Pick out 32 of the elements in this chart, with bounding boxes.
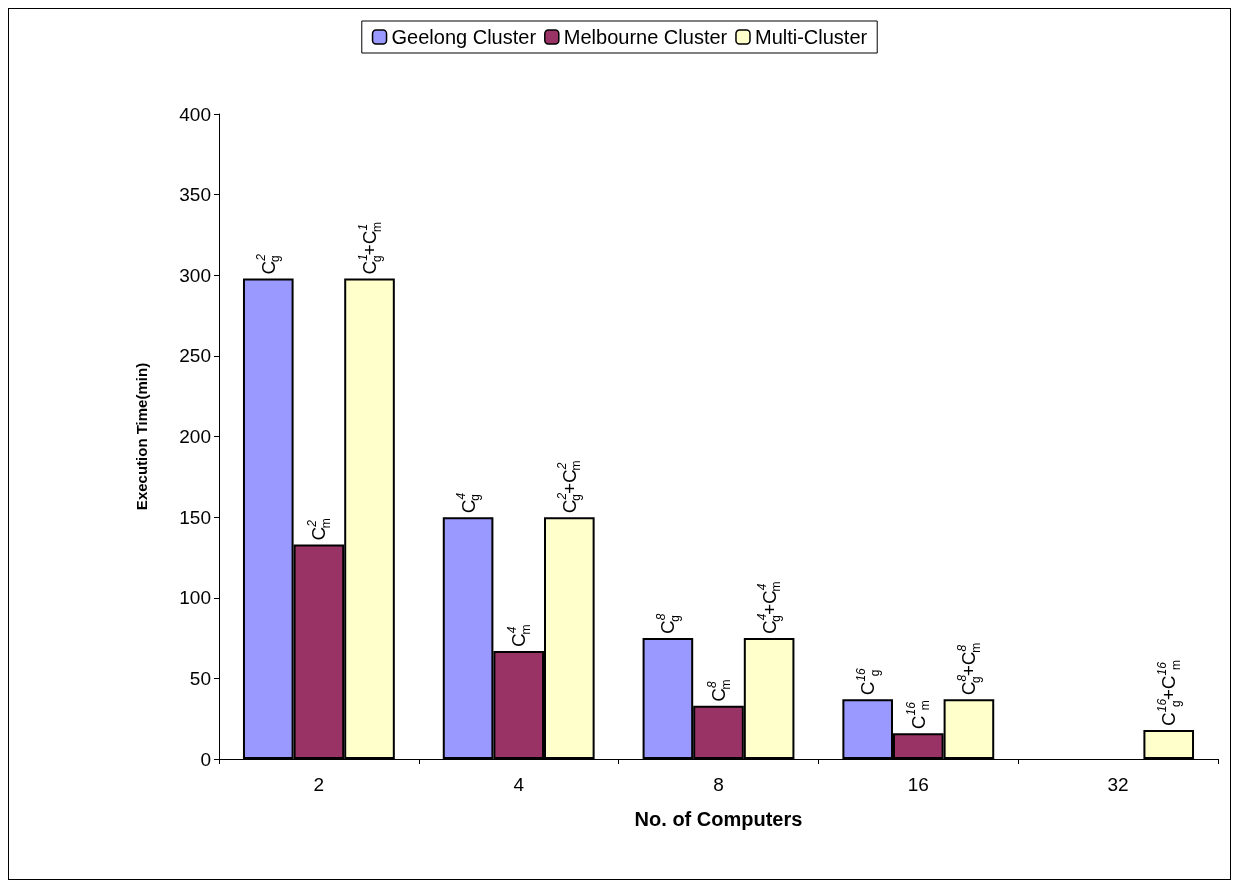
x-tick-label: 32 <box>1107 774 1129 795</box>
y-axis-title: Execution Time(min) <box>133 362 150 511</box>
annotation: C16g <box>853 667 882 696</box>
y-tick-label: 400 <box>179 103 211 125</box>
annotation: C2m <box>304 518 333 541</box>
annotation: C8g+C8m <box>954 642 983 696</box>
y-tick-label: 150 <box>179 506 211 528</box>
annotation: C8g <box>653 613 682 635</box>
y-tick-label: 0 <box>200 748 211 770</box>
annotation: C4g+C4m <box>755 581 784 635</box>
y-tick-label: 50 <box>189 667 211 689</box>
y-tick-label: 200 <box>179 426 211 447</box>
annotation: C4m <box>504 624 533 647</box>
x-tick-label: 2 <box>313 774 325 795</box>
y-tick-label: 250 <box>179 345 211 367</box>
legend-label: Multi-Cluster <box>754 26 868 48</box>
y-tick-label: 350 <box>179 184 211 206</box>
annotation: C16g+C16m <box>1154 660 1183 726</box>
annotation: C4g <box>454 492 483 514</box>
x-axis-title: No. of Computers <box>634 808 803 830</box>
x-tick-label: 8 <box>713 774 724 795</box>
annotation: C16m <box>904 700 933 730</box>
y-tick-label: 300 <box>179 264 211 286</box>
annotation: C2g <box>254 253 283 275</box>
legend-label: Melbourne Cluster <box>563 26 728 48</box>
annotation: C2g+C2m <box>555 460 584 514</box>
annotation: C1g+C1m <box>355 221 384 275</box>
x-tick-label: 4 <box>513 774 525 795</box>
x-tick-label: 16 <box>907 774 929 795</box>
y-tick-label: 100 <box>179 587 211 609</box>
annotation: C8m <box>704 679 733 702</box>
legend-label: Geelong Cluster <box>391 26 537 48</box>
